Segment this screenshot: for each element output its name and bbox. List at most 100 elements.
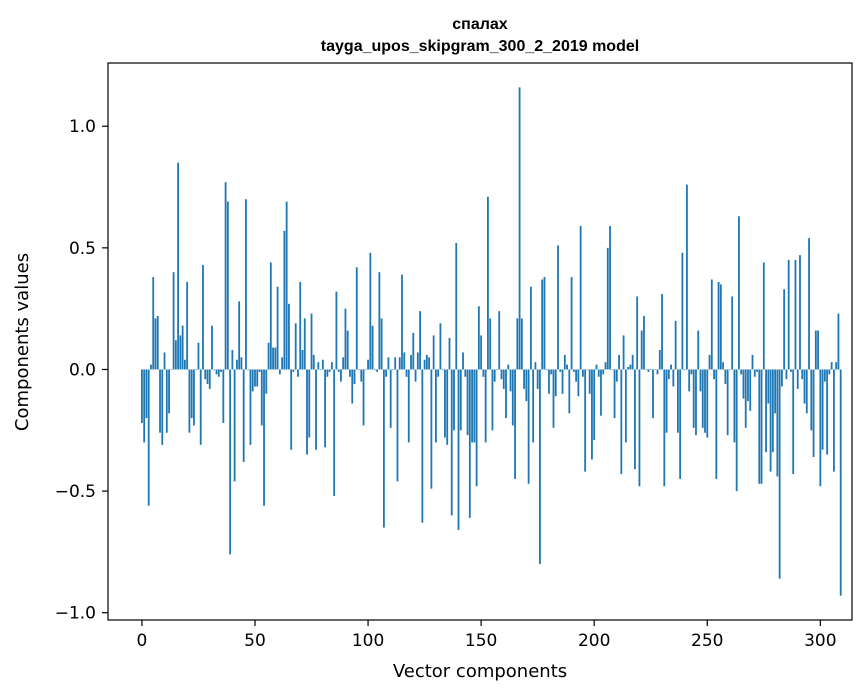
bar <box>464 369 467 377</box>
bar <box>557 245 559 370</box>
bar <box>263 369 265 506</box>
bar <box>385 369 388 377</box>
bar <box>405 369 408 377</box>
bar <box>190 369 193 419</box>
bar <box>588 369 591 394</box>
bar <box>769 369 772 472</box>
bar <box>290 369 293 450</box>
bar <box>179 335 182 370</box>
bar <box>550 369 553 375</box>
bar <box>435 369 437 443</box>
bar <box>606 247 609 370</box>
bar <box>161 369 164 445</box>
bar <box>708 354 711 370</box>
bar <box>690 369 693 375</box>
bar <box>389 369 392 428</box>
bar <box>147 369 150 506</box>
bar <box>362 369 365 426</box>
bar <box>351 369 354 404</box>
bar <box>193 369 195 426</box>
bar <box>527 369 530 484</box>
bar <box>620 369 623 475</box>
bar <box>697 330 700 370</box>
bar <box>256 369 259 387</box>
bar <box>516 318 519 370</box>
bar <box>425 354 428 370</box>
bar <box>267 342 270 370</box>
bar <box>776 369 779 477</box>
bar <box>344 308 347 370</box>
bar <box>489 318 492 370</box>
bar <box>758 369 761 484</box>
bar <box>143 369 146 443</box>
bar <box>226 201 229 370</box>
bar <box>731 296 734 370</box>
bar <box>326 369 329 377</box>
bar <box>335 291 338 370</box>
bar <box>613 369 616 419</box>
bar <box>278 369 281 375</box>
bar <box>595 364 598 370</box>
bar <box>778 369 781 579</box>
bar <box>532 369 535 443</box>
bar <box>401 274 403 370</box>
bar <box>165 369 168 433</box>
bar <box>328 369 331 372</box>
bar <box>686 184 688 370</box>
bar <box>819 369 822 487</box>
bar <box>511 369 514 426</box>
bar <box>159 369 161 433</box>
x-tick-label: 150 <box>465 631 497 651</box>
bar <box>240 357 243 370</box>
bar <box>163 352 166 370</box>
bar <box>274 347 277 370</box>
bar <box>554 369 557 397</box>
bar <box>450 369 453 516</box>
bar <box>177 162 180 370</box>
bar <box>378 272 381 370</box>
y-tick-label: 0.5 <box>69 239 96 259</box>
bar <box>713 369 715 380</box>
bar <box>260 369 263 426</box>
bar <box>810 369 813 431</box>
bar <box>453 369 455 431</box>
bar <box>156 315 159 370</box>
y-axis-ticks: −1.0 −0.5 0.0 0.5 1.0 <box>55 117 108 624</box>
bar <box>272 347 274 370</box>
bar <box>771 369 774 453</box>
bar <box>439 323 442 370</box>
bar <box>839 369 842 596</box>
bar <box>333 369 336 496</box>
bar <box>624 369 627 443</box>
bar <box>213 369 216 371</box>
bar <box>792 369 795 475</box>
bar <box>496 369 498 371</box>
bar <box>380 318 383 370</box>
bar <box>658 350 661 370</box>
bar <box>473 369 476 443</box>
bar <box>484 369 487 443</box>
bar <box>183 359 186 370</box>
bar <box>315 369 317 450</box>
bar <box>787 260 790 370</box>
bar <box>548 369 550 394</box>
bar <box>310 313 313 370</box>
bar <box>229 369 232 555</box>
bar <box>340 369 342 382</box>
bar <box>294 323 297 370</box>
bar <box>292 369 295 372</box>
chart-title: спалах <box>452 16 508 33</box>
bar <box>432 335 435 370</box>
bar <box>236 359 238 370</box>
bar <box>197 342 200 370</box>
bar <box>330 362 333 370</box>
bar <box>541 279 544 370</box>
bar <box>640 330 643 370</box>
bar <box>188 369 191 433</box>
bar <box>222 369 225 423</box>
bar <box>629 364 632 370</box>
bar <box>238 301 241 370</box>
x-tick-label: 300 <box>804 631 836 651</box>
y-tick-label: −1.0 <box>55 604 96 624</box>
bar <box>674 320 677 370</box>
